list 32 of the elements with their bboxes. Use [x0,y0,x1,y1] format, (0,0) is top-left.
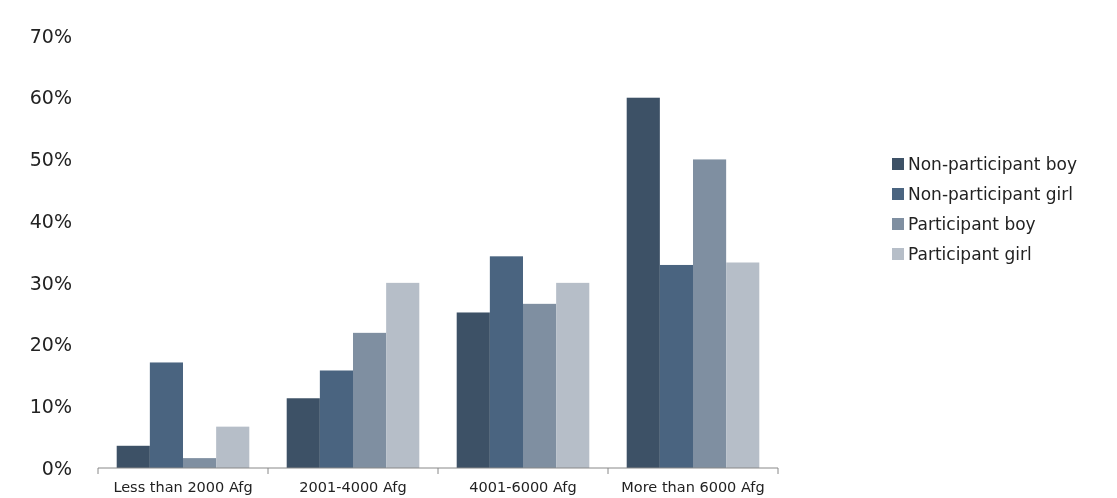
legend-label: Non-participant boy [908,153,1077,174]
bar [386,282,420,468]
bar [286,398,320,468]
y-tick-label: 70% [29,24,72,47]
y-tick-label: 50% [29,148,72,171]
x-tick-label: Less than 2000 Afg [113,479,253,495]
bar [626,97,660,468]
bar [489,256,523,468]
bar [353,332,387,468]
y-tick-label: 0% [41,456,72,479]
y-tick-label: 20% [29,333,72,356]
bar [659,264,693,468]
legend-label: Non-participant girl [908,183,1073,204]
x-tick-label: 2001-4000 Afg [299,479,407,495]
y-tick-label: 40% [29,209,72,232]
y-tick-label: 10% [29,394,72,417]
bar [116,445,150,468]
bar [693,159,727,468]
bar [456,312,490,468]
bar [149,362,183,468]
bar [319,370,353,468]
legend-label: Participant girl [908,243,1032,264]
bar [523,303,557,468]
bar [556,282,590,468]
bar [183,458,217,468]
x-tick-label: More than 6000 Afg [621,479,765,495]
y-tick-label: 30% [29,271,72,294]
bar [216,426,250,468]
y-tick-label: 60% [29,86,72,109]
legend-label: Participant boy [908,213,1036,234]
x-tick-label: 4001-6000 Afg [469,479,577,495]
bar [726,262,760,468]
